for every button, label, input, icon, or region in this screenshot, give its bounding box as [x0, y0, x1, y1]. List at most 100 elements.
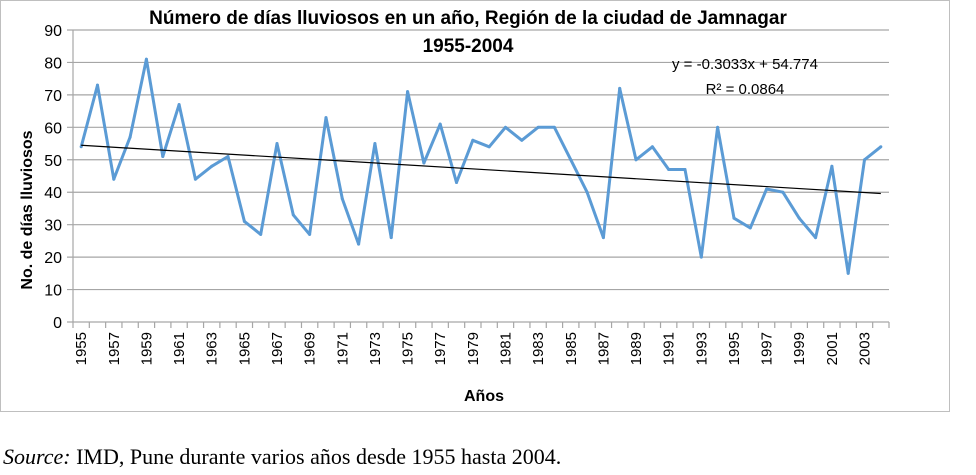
data-point	[422, 161, 426, 165]
data-point	[748, 226, 752, 230]
data-point	[226, 155, 230, 159]
x-tick-label: 1981	[497, 332, 514, 365]
data-point	[585, 190, 589, 194]
series-layer	[79, 57, 883, 275]
data-point	[455, 180, 459, 184]
y-tick-label: 30	[44, 218, 62, 235]
data-point	[177, 103, 181, 107]
trendline-layer	[81, 144, 881, 195]
data-point	[699, 255, 703, 259]
data-point	[520, 138, 524, 142]
x-tick-labels: 1955 1957 1959 1961 1963 1965 1967 1969 1971 1973…	[73, 332, 873, 365]
data-point	[781, 190, 785, 194]
data-point	[389, 236, 393, 240]
series-line	[79, 57, 882, 275]
x-tick-label: 1959	[138, 332, 155, 365]
data-point	[161, 155, 165, 159]
data-point	[814, 236, 818, 240]
data-point	[601, 236, 605, 240]
x-tick-label: 1971	[334, 332, 351, 365]
data-point	[291, 213, 295, 217]
data-point	[438, 122, 442, 126]
x-tick-label: 1967	[269, 332, 286, 365]
data-point	[536, 125, 540, 129]
data-point	[340, 197, 344, 201]
x-tick-label: 1963	[204, 332, 221, 365]
data-point	[634, 158, 638, 162]
source-text: IMD, Pune durante varios años desde 1955…	[70, 444, 562, 469]
data-point	[650, 145, 654, 149]
x-tick-label: 1965	[236, 332, 253, 365]
chart-title-line1: Número de días lluviosos en un año, Regi…	[149, 8, 787, 29]
data-point	[128, 135, 132, 139]
trendline	[81, 144, 881, 195]
x-tick-label: 2001	[824, 332, 841, 365]
y-tick-label: 10	[44, 283, 62, 300]
x-tick-label: 2003	[857, 332, 874, 365]
y-tick-label: 0	[53, 315, 62, 332]
data-point	[487, 145, 491, 149]
data-point	[797, 216, 801, 220]
x-tick-label: 1957	[106, 332, 123, 365]
x-tick-label: 1997	[759, 332, 776, 365]
y-tick-label: 40	[44, 185, 62, 202]
data-point	[732, 216, 736, 220]
data-point	[569, 158, 573, 162]
x-tick-label: 1987	[595, 332, 612, 365]
y-tick-label: 50	[44, 153, 62, 170]
x-tick-label: 1985	[563, 332, 580, 365]
x-axis-label: Años	[464, 388, 504, 405]
data-point	[210, 164, 214, 168]
data-point	[373, 142, 377, 146]
data-point	[79, 145, 83, 149]
data-point	[308, 232, 312, 236]
x-tick-label: 1999	[791, 332, 808, 365]
data-point	[324, 116, 328, 120]
x-tick-label: 1993	[693, 332, 710, 365]
gridlines	[67, 29, 889, 291]
y-tick-label: 90	[44, 23, 62, 40]
x-tick-label: 1991	[661, 332, 678, 365]
data-point	[357, 242, 361, 246]
chart-title-line2: 1955-2004	[423, 36, 514, 57]
source-label: Source:	[3, 444, 71, 469]
y-axis-label: No. de días lluviosos	[19, 130, 36, 289]
data-point	[863, 158, 867, 162]
data-point	[552, 125, 556, 129]
data-point	[144, 57, 148, 61]
source-caption: Source: IMD, Pune durante varios años de…	[3, 444, 561, 470]
x-tick-label: 1955	[73, 332, 90, 365]
x-tick-label: 1989	[628, 332, 645, 365]
axes	[67, 30, 890, 328]
x-tick-label: 1995	[726, 332, 743, 365]
data-point	[259, 232, 263, 236]
x-tick-label: 1977	[432, 332, 449, 365]
x-tick-label: 1973	[367, 332, 384, 365]
y-tick-label: 70	[44, 88, 62, 105]
data-point	[242, 219, 246, 223]
x-tick-label: 1961	[171, 332, 188, 365]
y-tick-labels: 0 10 20 30 40 50 60 70 80 90	[44, 23, 62, 332]
x-tick-label: 1983	[530, 332, 547, 365]
data-point	[846, 271, 850, 275]
x-tick-label: 1975	[400, 332, 417, 365]
data-point	[112, 177, 116, 181]
y-tick-label: 80	[44, 55, 62, 72]
data-point	[193, 177, 197, 181]
data-point	[503, 125, 507, 129]
y-tick-label: 60	[44, 120, 62, 137]
x-tick-label: 1969	[302, 332, 319, 365]
data-point	[618, 86, 622, 90]
data-point	[683, 168, 687, 172]
data-point	[765, 187, 769, 191]
data-point	[667, 168, 671, 172]
data-point	[830, 164, 834, 168]
y-tick-label: 20	[44, 250, 62, 267]
data-point	[879, 145, 883, 149]
trendline-r2: R² = 0.0864	[706, 81, 785, 98]
line-chart: 0 10 20 30 40 50 60 70 80 90 1955 1957 1959 1961 1963…	[19, 8, 890, 405]
data-point	[95, 83, 99, 87]
x-tick-label: 1979	[465, 332, 482, 365]
data-point	[471, 138, 475, 142]
data-point	[406, 90, 410, 94]
